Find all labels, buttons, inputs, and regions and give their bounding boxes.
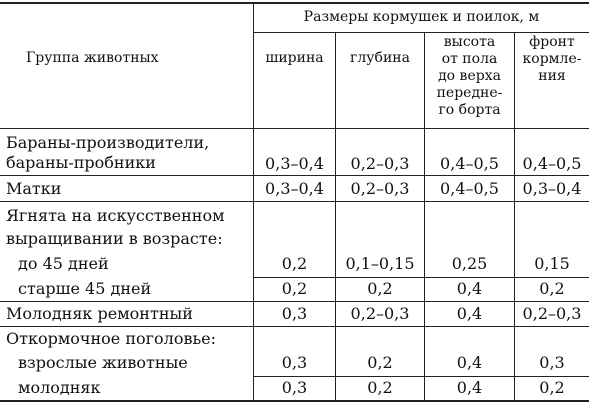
- column-divider: [424, 32, 425, 402]
- cell-depth: 0,2–0,3: [350, 304, 410, 323]
- width-header: ширина: [265, 50, 324, 66]
- row-divider: [0, 201, 589, 202]
- row-label: выращивании в возрасте:: [6, 229, 223, 248]
- cell-front: 0,3–0,4: [522, 179, 582, 198]
- cell-depth: 0,1–0,15: [345, 254, 415, 273]
- column-divider: [335, 32, 336, 402]
- row-label: Бараны-производители,: [6, 133, 210, 152]
- cell-width: 0,3: [281, 304, 308, 323]
- cell-height: 0,4–0,5: [440, 154, 499, 173]
- cell-depth: 0,2–0,3: [350, 179, 410, 198]
- cell-height: 0,4: [456, 378, 483, 397]
- height-header-line: высота: [443, 34, 496, 50]
- group-header: Группа животных: [26, 50, 159, 66]
- cell-depth: 0,2–0,3: [350, 154, 410, 173]
- subrow-label: молодняк: [18, 378, 101, 397]
- row-label: Молодняк ремонтный: [6, 304, 193, 323]
- header-bottom-rule: [0, 128, 589, 129]
- cell-front: 0,2–0,3: [522, 304, 582, 323]
- column-divider: [253, 2, 254, 402]
- cell-width: 0,3–0,4: [265, 154, 324, 173]
- cell-height: 0,4–0,5: [440, 179, 499, 198]
- cell-front: 0,4–0,5: [522, 154, 582, 173]
- cell-front: 0,15: [534, 254, 570, 273]
- cell-front: 0,2: [539, 378, 565, 397]
- height-header-line: до верха: [438, 68, 501, 84]
- subrow-label: старше 45 дней: [18, 279, 152, 298]
- height-header-line: передне-: [436, 85, 503, 101]
- cell-height: 0,4: [456, 353, 483, 372]
- row-divider: [0, 326, 589, 327]
- sizes-title: Размеры кормушек и поилок, м: [303, 9, 540, 25]
- table-bottom-rule: [0, 400, 589, 402]
- table-top-rule: [0, 2, 589, 4]
- subrow-label: взрослые животные: [18, 353, 188, 372]
- front-header-line: ния: [538, 68, 566, 84]
- header-sub-rule: [254, 32, 589, 33]
- row-divider: [0, 301, 589, 302]
- height-header-line: от пола: [441, 51, 498, 67]
- cell-front: 0,2: [539, 279, 565, 298]
- subrow-divider: [254, 376, 589, 377]
- cell-height: 0,4: [456, 279, 483, 298]
- row-label: Откормочное поголовье:: [6, 329, 217, 348]
- subrow-divider: [254, 277, 589, 278]
- front-header-line: фронт: [529, 34, 575, 50]
- column-divider: [514, 32, 515, 402]
- cell-depth: 0,2: [367, 353, 393, 372]
- cell-width: 0,2: [281, 254, 308, 273]
- cell-height: 0,25: [451, 254, 488, 273]
- cell-width: 0,3–0,4: [265, 179, 324, 198]
- subrow-label: до 45 дней: [18, 254, 109, 273]
- row-label: Ягнята на искусственном: [6, 206, 225, 225]
- cell-width: 0,3: [281, 353, 308, 372]
- row-divider: [0, 175, 589, 176]
- height-header-line: го борта: [438, 102, 501, 118]
- cell-width: 0,3: [281, 378, 308, 397]
- cell-depth: 0,2: [367, 279, 393, 298]
- cell-height: 0,4: [456, 304, 483, 323]
- cell-width: 0,2: [281, 279, 308, 298]
- row-label: Матки: [6, 179, 62, 198]
- row-label: бараны-пробники: [6, 153, 156, 172]
- front-header-line: кормле-: [522, 51, 582, 67]
- cell-front: 0,3: [539, 353, 565, 372]
- cell-depth: 0,2: [367, 378, 393, 397]
- depth-header: глубина: [350, 50, 410, 66]
